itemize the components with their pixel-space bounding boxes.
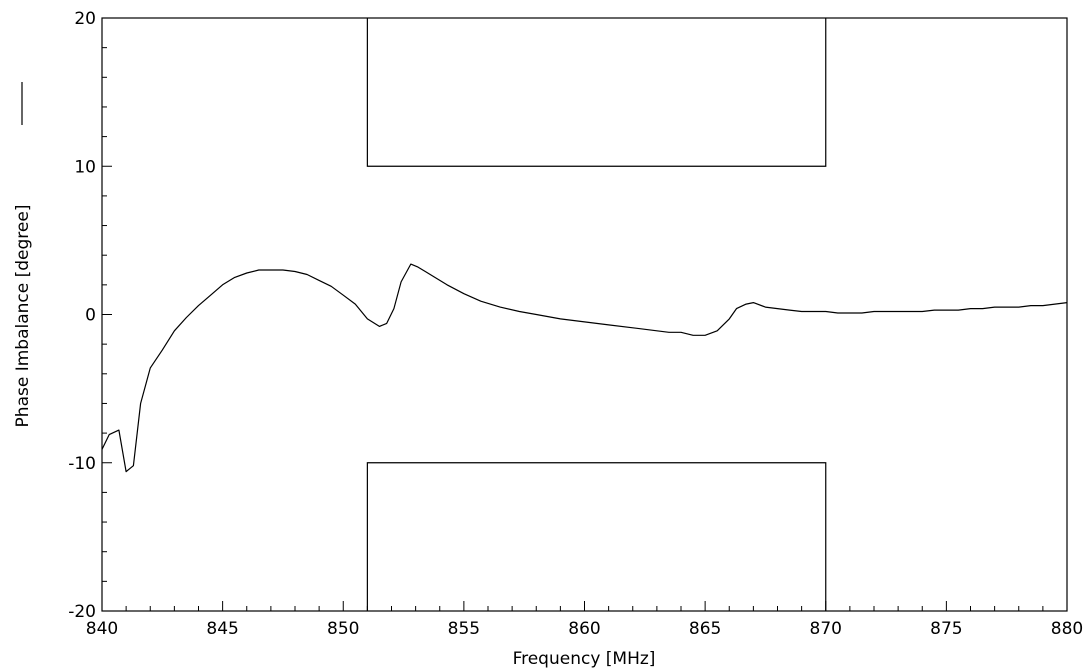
y-tick-label: -10 — [68, 454, 96, 474]
upper-limit-mask — [366, 18, 827, 167]
lower-limit-mask — [366, 462, 827, 611]
tick-marks — [101, 17, 1068, 612]
x-tick-label: 875 — [930, 619, 962, 639]
series-layer — [101, 263, 1068, 473]
x-tick-label: 865 — [689, 619, 721, 639]
x-axis-label: Frequency [MHz] — [513, 649, 656, 669]
y-tick-label: 20 — [74, 9, 96, 29]
x-tick-label: 860 — [568, 619, 600, 639]
x-tick-label: 845 — [206, 619, 238, 639]
limit-mask — [366, 18, 827, 611]
plot-frame — [101, 17, 1068, 612]
x-tick-label: 850 — [327, 619, 359, 639]
y-tick-label: -20 — [68, 602, 96, 622]
series-line-0 — [101, 263, 1068, 473]
x-tick-label: 840 — [86, 619, 118, 639]
x-tick-label: 870 — [810, 619, 842, 639]
y-tick-label: 0 — [85, 306, 96, 326]
x-tick-label: 855 — [448, 619, 480, 639]
y-axis-label: Phase Imbalance [degree] — [13, 205, 33, 428]
x-tick-label: 880 — [1051, 619, 1083, 639]
y-tick-label: 10 — [74, 157, 96, 177]
tick-labels: 840 845 850 855 860 865 870 875 880 -20 -10 0 10 20 — [68, 9, 1083, 639]
